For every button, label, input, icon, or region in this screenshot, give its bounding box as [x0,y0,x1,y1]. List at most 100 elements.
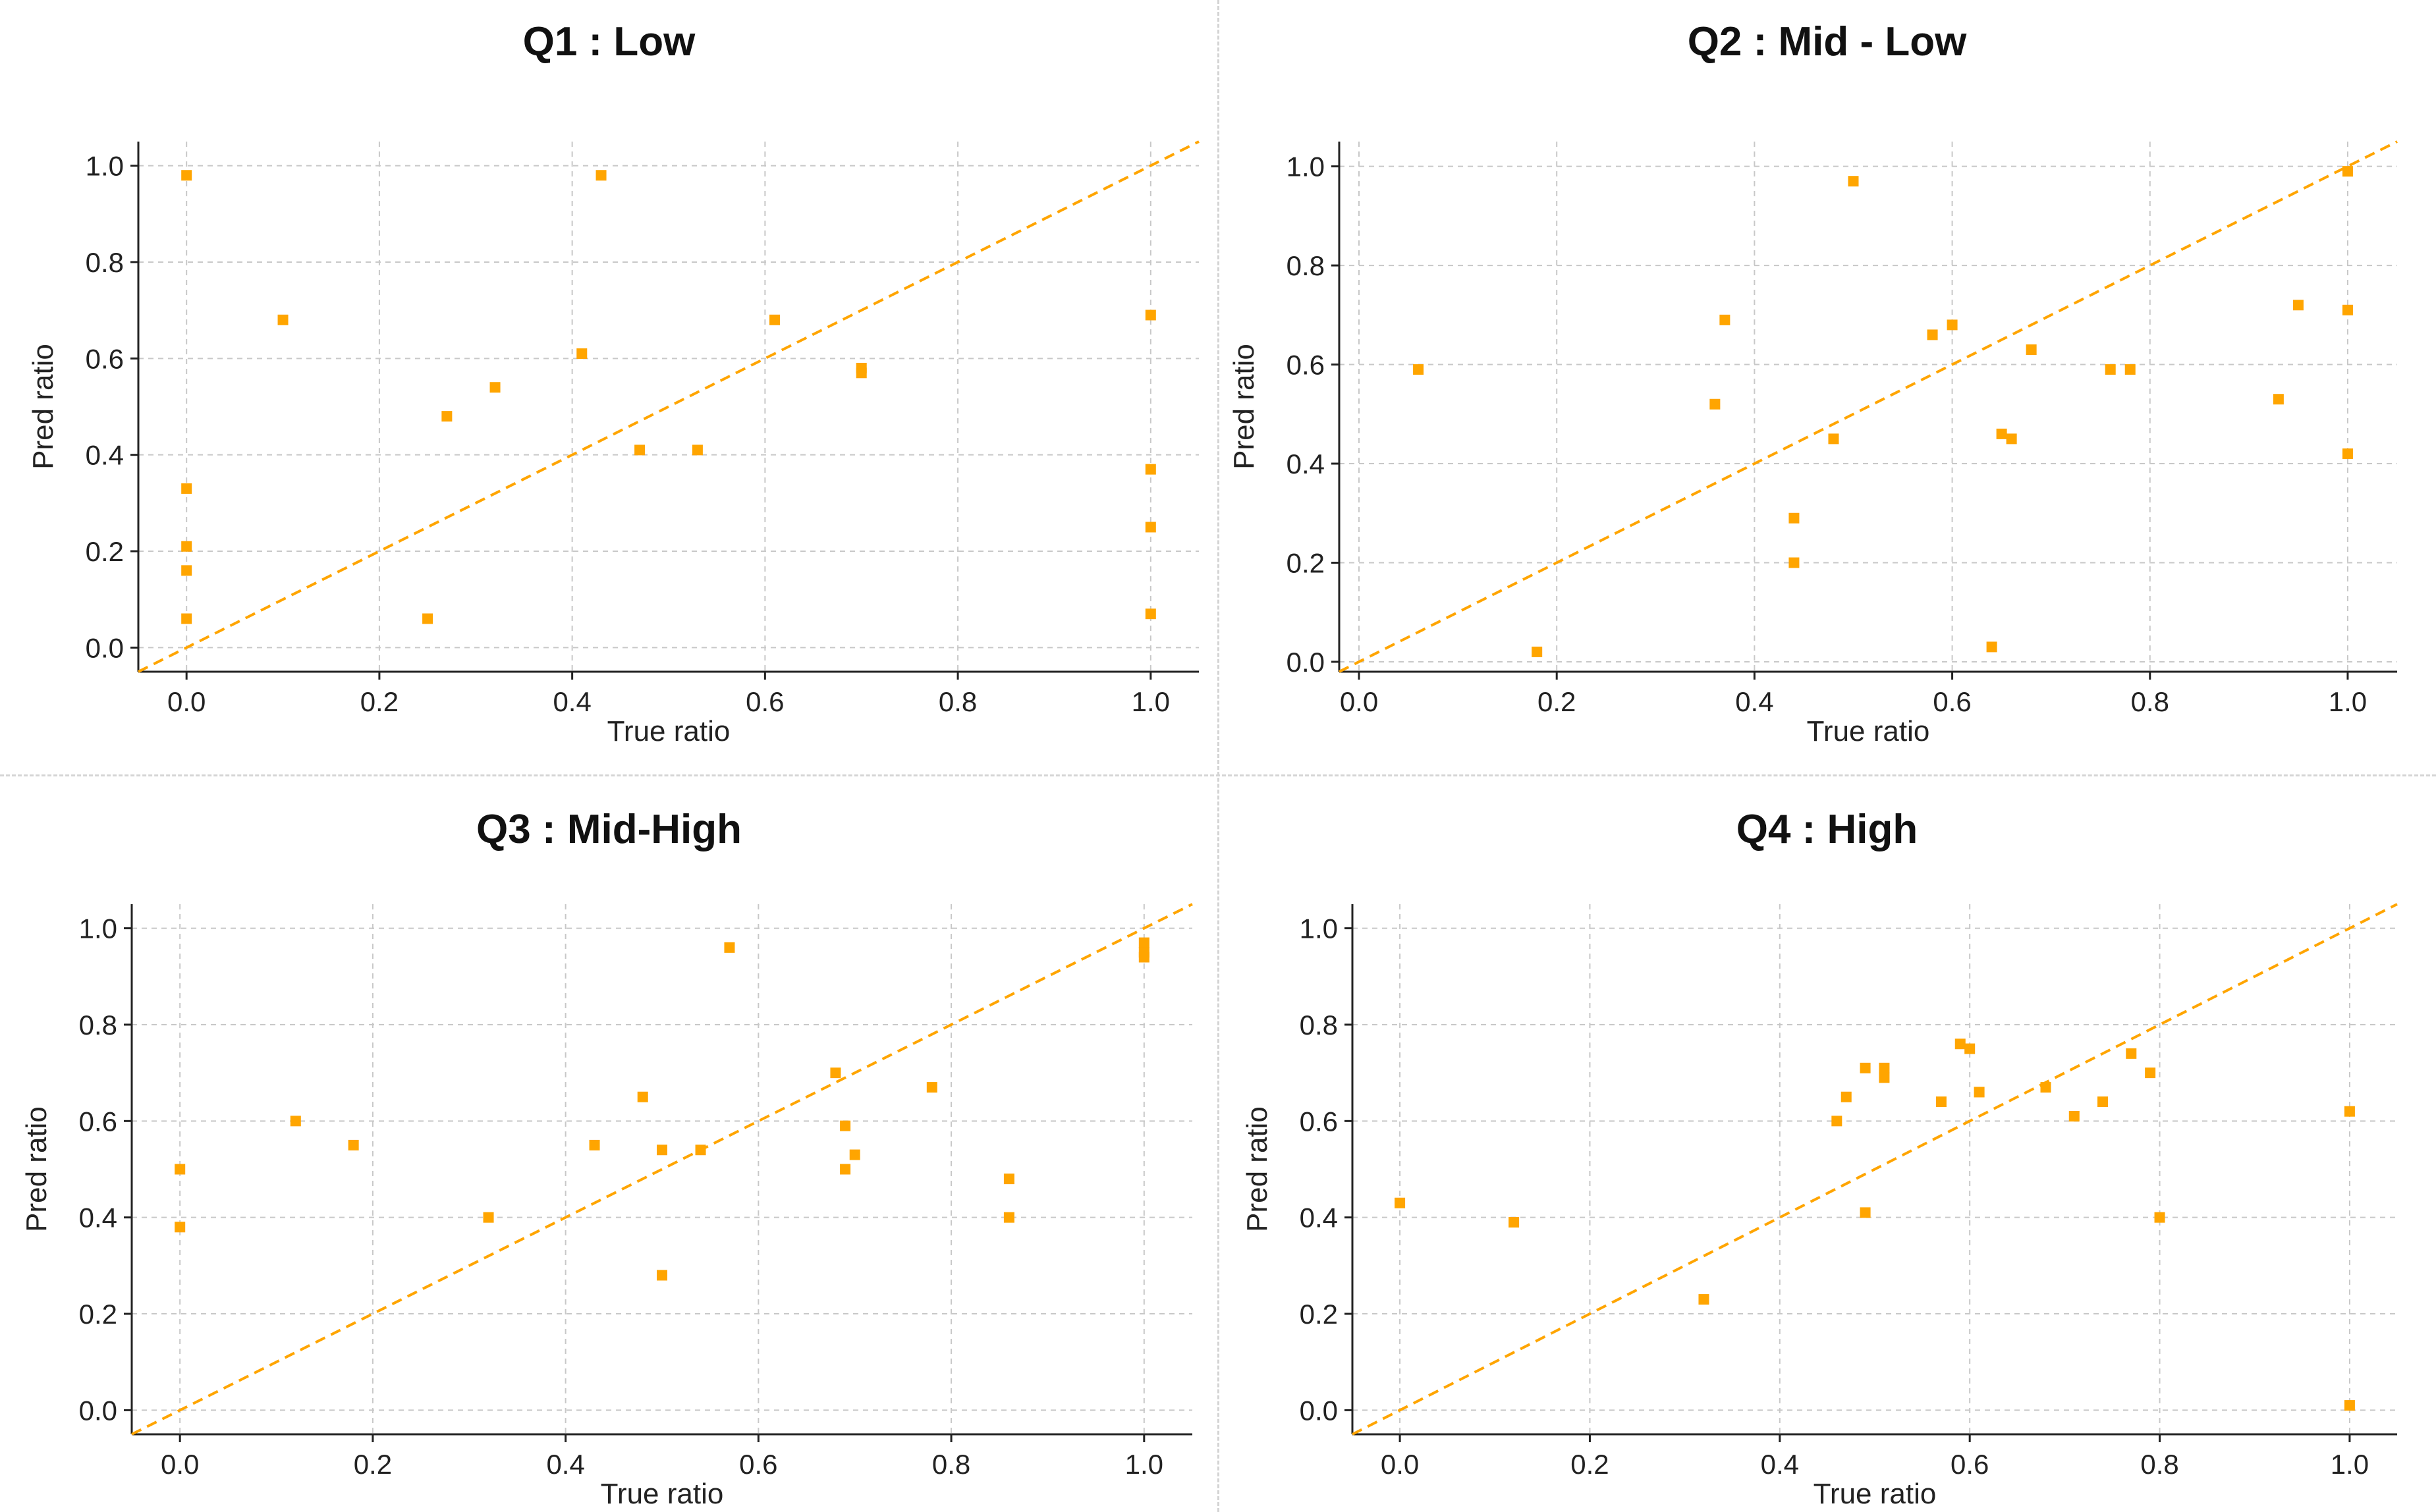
chart-panel-q4: Q4 : High 0.0 0.2 0.4 0.6 0.8 1.0 0.0 0.2 0.4 0.6… [1218,756,2436,1512]
reference-line-y-equals-x [1339,140,2398,673]
scatter-plot-q2: 0.0 0.2 0.4 0.6 0.8 1.0 0.0 0.2 0.4 0.6 0.8 1.0 True… [1228,140,2398,747]
y-tick-label: 0.6 [1287,350,1325,381]
data-point [1509,1217,1520,1228]
y-tick-label: 0.6 [86,343,124,374]
data-point [1879,1072,1890,1083]
y-tick-label: 0.0 [1287,647,1325,678]
reference-line-y-equals-x [1352,903,2398,1436]
data-point [1935,1096,1947,1108]
data-point [1986,641,1997,653]
data-point [1879,1062,1890,1073]
y-axis-label: Pred ratio [1228,344,1260,470]
data-point [1145,310,1156,321]
data-point [595,170,607,181]
data-point [830,1067,841,1079]
data-point [589,1139,600,1150]
data-point [2145,1067,2156,1079]
data-point [2292,300,2304,311]
data-point [1860,1207,1871,1218]
chart-title: Q3 : Mid-High [476,807,742,852]
y-tick-label: 0.4 [1300,1202,1338,1233]
data-point [2154,1212,2165,1223]
data-point [181,613,192,624]
x-tick-label: 1.0 [2329,686,2367,717]
x-tick-label: 1.0 [2331,1449,2369,1480]
data-point [1964,1043,1976,1054]
y-tick-label: 1.0 [1300,913,1338,944]
data-point [422,613,433,624]
x-tick-label: 1.0 [1132,686,1170,717]
data-point [2124,364,2136,375]
chart-panel-q1: Q1 : Low 0.0 0.2 0.4 0.6 0.8 1.0 0.0 0.2 0.4 0.6 0… [0,0,1218,756]
data-point [769,314,780,325]
x-tick-label: 0.0 [1381,1449,1419,1480]
chart-panel-q2: Q2 : Mid - Low 0.0 0.2 0.4 0.6 0.8 1.0 0.0 0.2 0… [1218,0,2436,756]
data-point [2105,364,2116,375]
y-tick-label: 0.2 [1287,547,1325,578]
x-tick-label: 0.2 [1570,1449,1609,1480]
data-point [657,1145,667,1156]
y-axis-label: Pred ratio [1241,1106,1273,1232]
data-point [1828,433,1839,445]
data-point [840,1164,851,1175]
data-point [576,348,588,359]
data-point [1719,314,1730,325]
data-point [181,541,192,552]
data-point [1395,1197,1406,1208]
data-point [181,170,192,181]
data-point [2344,1106,2355,1117]
y-tick-label: 1.0 [86,151,124,182]
x-tick-label: 0.6 [1933,686,1971,717]
data-point [181,565,192,576]
y-tick-label: 0.4 [1287,448,1325,479]
scatter-plot-q3: 0.0 0.2 0.4 0.6 0.8 1.0 0.0 0.2 0.4 0.6 0.8 1.0 True… [20,903,1193,1510]
y-tick-label: 0.0 [1300,1395,1338,1426]
x-tick-label: 0.8 [2131,686,2169,717]
data-point [1927,329,1938,340]
y-tick-label: 0.8 [86,247,124,278]
x-tick-label: 0.0 [161,1449,199,1480]
x-axis-label: True ratio [601,1478,724,1510]
y-tick-label: 0.2 [86,536,124,567]
data-point [483,1212,494,1223]
data-point [856,367,867,379]
x-tick-label: 0.2 [1537,686,1576,717]
chart-title: Q2 : Mid - Low [1687,19,1967,65]
y-tick-label: 1.0 [79,913,117,944]
data-point [2344,1400,2355,1411]
x-tick-label: 0.6 [746,686,784,717]
data-point [277,314,289,325]
chart-title: Q1 : Low [522,19,696,65]
x-axis-label: True ratio [1807,715,1930,747]
data-point [637,1091,648,1102]
x-tick-label: 0.8 [939,686,977,717]
data-point [1954,1039,1966,1050]
data-point [1138,952,1149,963]
y-tick-label: 0.4 [79,1202,117,1233]
data-point [1831,1116,1842,1127]
data-point [348,1139,359,1150]
data-point [1848,176,1859,187]
panel-divider-horizontal [0,774,2436,776]
panel-divider-vertical [1217,0,1219,1512]
data-point [1003,1212,1014,1223]
data-point [2097,1096,2109,1108]
data-point [2273,394,2284,405]
data-point [1974,1087,1985,1098]
y-tick-label: 0.4 [86,440,124,471]
data-point [692,445,703,456]
data-point [1138,937,1149,948]
data-point [840,1120,851,1131]
x-tick-label: 0.8 [932,1449,970,1480]
data-point [1145,464,1156,475]
data-point [1709,398,1721,410]
data-point [1860,1062,1871,1073]
data-point [634,445,646,456]
x-tick-label: 0.8 [2140,1449,2178,1480]
data-point [1947,319,1958,331]
y-axis-label: Pred ratio [27,344,59,470]
x-tick-label: 0.6 [739,1449,777,1480]
data-point [1413,364,1424,375]
x-axis-label: True ratio [1813,1478,1937,1510]
data-point [849,1149,860,1160]
